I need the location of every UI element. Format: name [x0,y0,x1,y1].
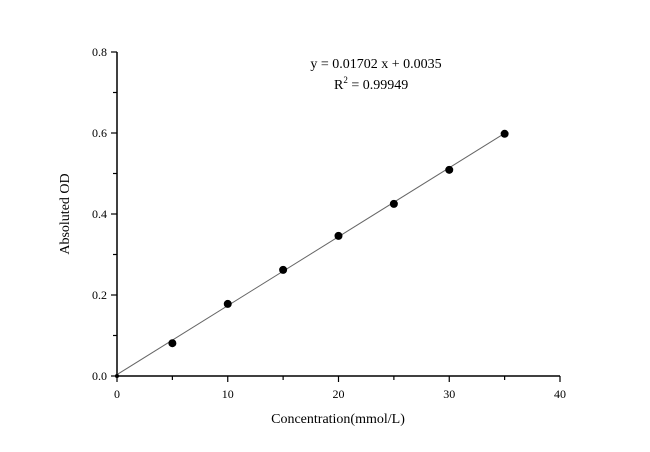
data-point [389,199,398,208]
data-point [279,265,288,274]
x-tick-label: 40 [554,387,566,401]
x-tick-label: 10 [222,387,234,401]
axes: 0 10 20 30 40 0.0 0.2 0.4 0.6 0.8 [92,45,566,401]
y-tick-label: 0.6 [92,126,107,140]
r-squared: R2 = 0.99949 [334,75,408,93]
regression-equation: y = 0.01702 x + 0.0035 [310,57,441,72]
data-point [500,129,509,138]
regression-line [116,132,505,376]
y-tick-label: 0.8 [92,45,107,59]
data-point [334,231,343,240]
x-tick-label: 20 [333,387,345,401]
data-point [445,165,454,174]
data-point [168,339,177,348]
y-axis-title: Absoluted OD [58,173,73,254]
x-tick-label: 30 [443,387,455,401]
y-tick-label: 0.2 [92,288,107,302]
data-point [115,374,119,378]
x-axis-title: Concentration(mmol/L) [271,412,405,427]
y-tick-label: 0.0 [92,369,107,383]
data-points [115,129,509,378]
y-tick-label: 0.4 [92,207,107,221]
fit-line [116,132,505,376]
data-point [223,299,232,308]
x-tick-label: 0 [114,387,120,401]
